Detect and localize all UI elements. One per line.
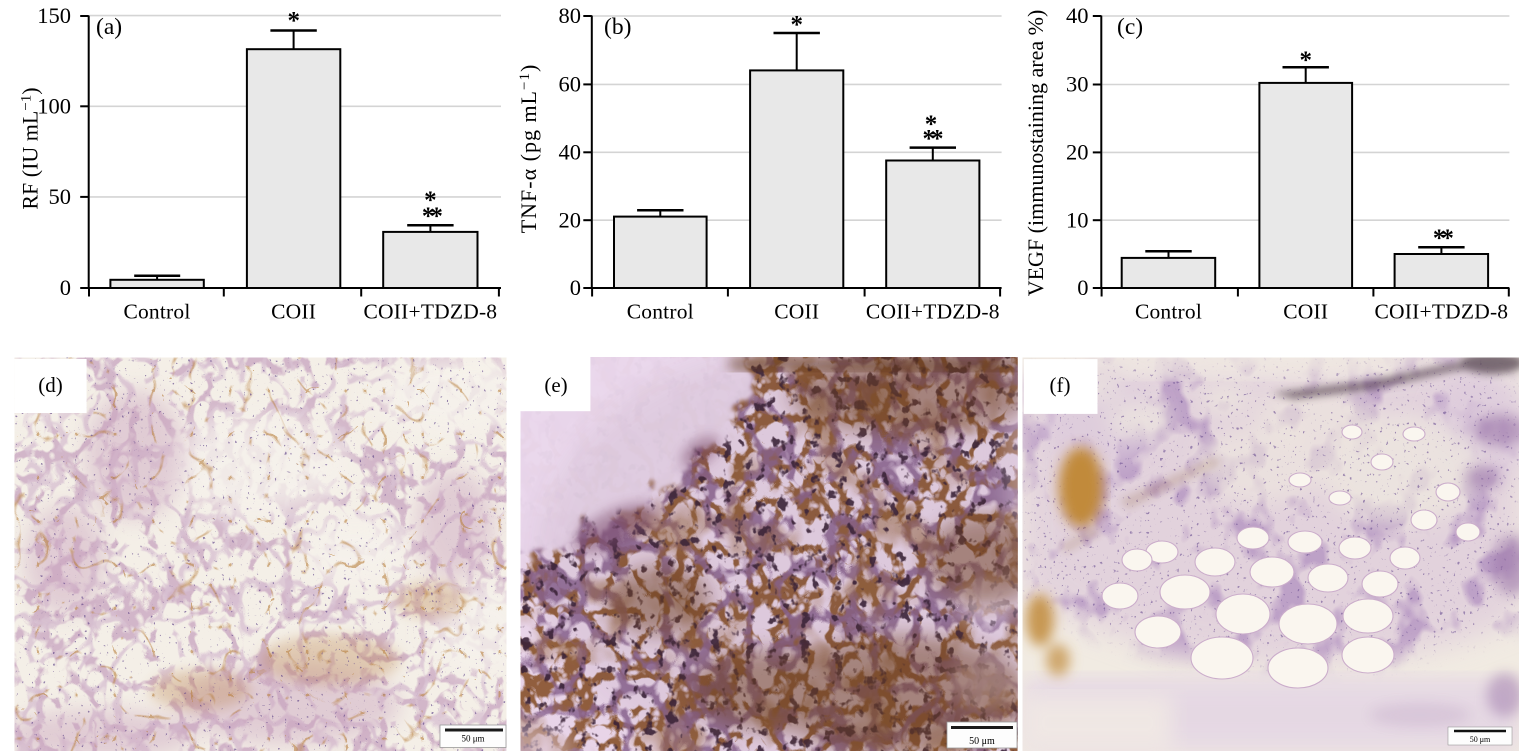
svg-text:50 μm: 50 μm xyxy=(969,736,995,747)
svg-text:(f): (f) xyxy=(1050,373,1071,397)
svg-text:Control: Control xyxy=(627,299,694,323)
svg-text:COII: COII xyxy=(271,299,316,323)
svg-text:20: 20 xyxy=(1066,140,1089,165)
svg-text:RF (IU mL−1): RF (IU mL−1) xyxy=(18,87,43,209)
svg-text:COII+TDZD-8: COII+TDZD-8 xyxy=(1375,299,1509,323)
svg-text:10: 10 xyxy=(1066,207,1089,232)
svg-text:0: 0 xyxy=(60,275,71,300)
svg-text:(a): (a) xyxy=(96,14,122,40)
svg-text:TNF-α (pg mL−1): TNF-α (pg mL−1) xyxy=(516,64,541,234)
svg-text:VEGF (immunostaining area %): VEGF (immunostaining area %) xyxy=(1023,10,1048,297)
svg-text:0: 0 xyxy=(570,275,581,300)
svg-text:150: 150 xyxy=(37,3,71,28)
svg-text:(b): (b) xyxy=(604,14,631,40)
svg-text:40: 40 xyxy=(1066,3,1089,28)
svg-text:COII: COII xyxy=(774,299,819,323)
svg-text:20: 20 xyxy=(559,207,582,232)
svg-text:60: 60 xyxy=(559,72,582,97)
svg-text:*: * xyxy=(790,11,803,38)
svg-text:COII+TDZD-8: COII+TDZD-8 xyxy=(866,299,1000,323)
svg-text:(c): (c) xyxy=(1117,14,1143,40)
svg-text:*: * xyxy=(288,7,301,34)
svg-text:50: 50 xyxy=(49,184,72,209)
svg-text:COII+TDZD-8: COII+TDZD-8 xyxy=(364,299,498,323)
svg-text:40: 40 xyxy=(559,140,582,165)
svg-text:80: 80 xyxy=(559,3,582,28)
svg-text:Control: Control xyxy=(1135,299,1202,323)
svg-text:100: 100 xyxy=(37,94,71,119)
svg-text:50 μm: 50 μm xyxy=(1470,735,1491,744)
svg-text:*: * xyxy=(424,187,437,214)
svg-text:0: 0 xyxy=(1077,275,1088,300)
svg-text:(d): (d) xyxy=(38,373,63,397)
svg-text:Control: Control xyxy=(123,299,190,323)
svg-text:COII: COII xyxy=(1283,299,1328,323)
svg-text:*: * xyxy=(1299,47,1312,74)
svg-text:30: 30 xyxy=(1066,72,1089,97)
svg-text:(e): (e) xyxy=(544,373,567,397)
svg-text:50 μm: 50 μm xyxy=(461,734,484,744)
svg-text:*: * xyxy=(925,111,938,138)
